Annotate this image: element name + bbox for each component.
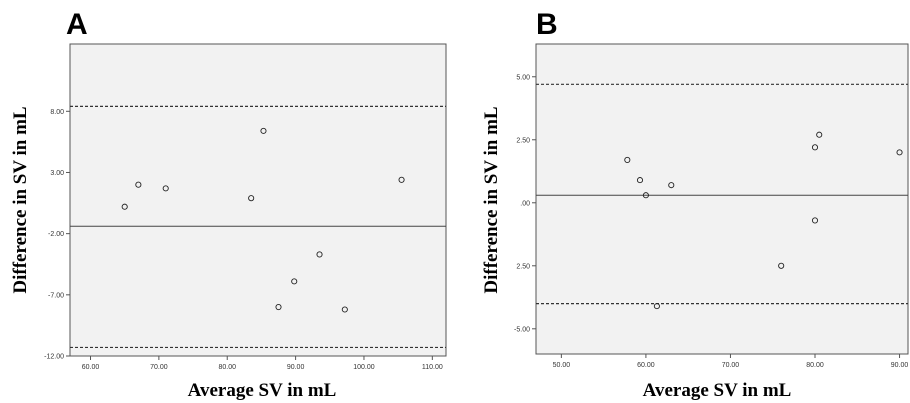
x-tick-label: 90.00 bbox=[287, 364, 305, 371]
x-tick-label: 100.00 bbox=[353, 364, 375, 371]
data-point bbox=[248, 195, 255, 202]
data-point bbox=[275, 304, 282, 311]
x-tick-label: 70.00 bbox=[722, 362, 740, 369]
y-tick-label: -2.00 bbox=[48, 231, 64, 238]
data-point bbox=[624, 156, 631, 163]
x-axis-title: Average SV in mL bbox=[188, 380, 337, 401]
x-tick-label: 90.00 bbox=[891, 362, 909, 369]
y-tick-label: -5.00 bbox=[514, 326, 530, 333]
data-point bbox=[653, 303, 660, 310]
data-point bbox=[341, 306, 348, 313]
plot-area bbox=[69, 43, 447, 357]
y-tick-label: 5.00 bbox=[516, 74, 530, 81]
data-point bbox=[260, 127, 267, 134]
data-point bbox=[291, 278, 298, 285]
data-point bbox=[642, 192, 649, 199]
data-point bbox=[778, 262, 785, 269]
y-tick-label: .00 bbox=[520, 200, 530, 207]
y-axis-title: Difference in SV in mL bbox=[10, 106, 31, 293]
x-axis-title: Average SV in mL bbox=[643, 380, 792, 401]
y-tick-label: -7.00 bbox=[48, 292, 64, 299]
x-tick-label: 80.00 bbox=[218, 364, 236, 371]
data-point bbox=[811, 217, 819, 224]
y-tick-label: 8.00 bbox=[50, 109, 64, 116]
data-point bbox=[636, 177, 644, 184]
data-point bbox=[135, 181, 142, 188]
x-tick-label: 60.00 bbox=[82, 364, 100, 371]
y-tick-label: 3.00 bbox=[50, 170, 64, 177]
x-tick-label: 60.00 bbox=[637, 362, 655, 369]
data-point bbox=[668, 182, 675, 189]
panel-label: B bbox=[536, 8, 558, 41]
panel-label: A bbox=[66, 8, 88, 41]
y-tick-label: -12.00 bbox=[44, 354, 64, 361]
y-tick-label: 2.50 bbox=[516, 137, 530, 144]
x-tick-label: 70.00 bbox=[150, 364, 168, 371]
x-tick-label: 110.00 bbox=[422, 364, 443, 371]
y-axis-title: Difference in SV in mL bbox=[481, 106, 502, 293]
y-tick-label: 2.50 bbox=[516, 263, 530, 270]
data-point bbox=[316, 251, 323, 258]
data-point bbox=[811, 144, 819, 151]
data-point bbox=[121, 203, 128, 210]
data-point bbox=[816, 131, 823, 138]
plot-area bbox=[535, 43, 909, 355]
data-point bbox=[896, 149, 903, 156]
x-tick-label: 50.00 bbox=[553, 362, 571, 369]
x-tick-label: 80.00 bbox=[806, 362, 824, 369]
data-point bbox=[162, 185, 169, 192]
data-point bbox=[398, 176, 405, 183]
